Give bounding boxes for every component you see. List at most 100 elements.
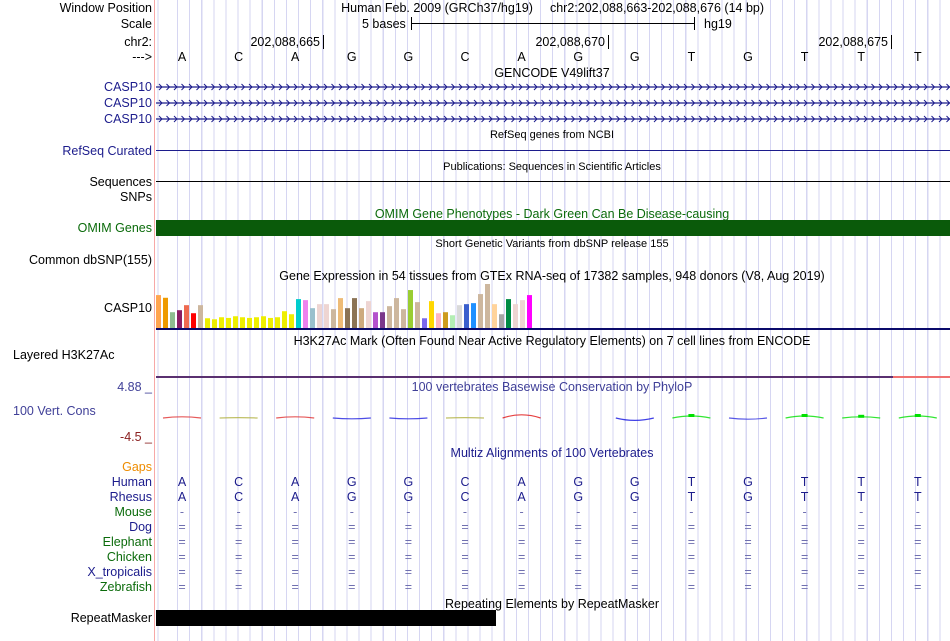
species-label-chicken[interactable]: Chicken [106, 550, 152, 564]
strand-arrow-icon [901, 115, 906, 123]
sequences-label[interactable]: Sequences [89, 175, 152, 189]
strand-arrow-icon [323, 99, 328, 107]
refseq-label[interactable]: RefSeq Curated [62, 144, 152, 158]
phylop-graph[interactable] [156, 400, 950, 435]
species-label-rhesus[interactable]: Rhesus [109, 490, 152, 504]
strand-arrow-icon [578, 99, 583, 107]
strand-arrow-icon [608, 99, 613, 107]
species-label-dog[interactable]: Dog [129, 520, 152, 534]
sequences-line[interactable] [156, 181, 950, 182]
strand-arrow-icon [466, 99, 471, 107]
omim-gene-bar[interactable] [156, 220, 950, 236]
strand-arrow-icon [241, 115, 246, 123]
strand-arrow-icon [871, 83, 876, 91]
repeatmasker-label[interactable]: RepeatMasker [70, 611, 152, 625]
strand-arrow-icon [511, 83, 516, 91]
species-label-zebrafish[interactable]: Zebrafish [99, 580, 152, 594]
strand-arrow-icon [218, 115, 223, 123]
repeat-element[interactable] [156, 610, 496, 626]
gene-label-casp10[interactable]: CASP10 [104, 80, 152, 94]
omim-label[interactable]: OMIM Genes [77, 221, 152, 235]
snps-label[interactable]: SNPs [120, 190, 152, 204]
strand-arrow-icon [361, 115, 366, 123]
strand-arrow-icon [773, 115, 778, 123]
base-T: T [687, 50, 696, 64]
phylop-label[interactable]: 100 Vert. Cons [13, 404, 96, 418]
strand-arrow-icon [923, 99, 928, 107]
strand-arrow-icon [533, 99, 538, 107]
strand-arrow-icon [766, 83, 771, 91]
strand-arrow-icon [496, 83, 501, 91]
alignment-base: G [346, 490, 357, 504]
gtex-label[interactable]: CASP10 [104, 301, 152, 315]
base-G: G [743, 50, 753, 64]
strand-arrow-icon [931, 99, 936, 107]
gtex-bar [429, 301, 434, 328]
alignment-base: = [914, 550, 922, 564]
gene-model-casp10[interactable] [156, 112, 950, 126]
strand-arrow-icon [346, 99, 351, 107]
species-label-human[interactable]: Human [111, 475, 152, 489]
strand-arrow-icon [788, 115, 793, 123]
strand-arrow-icon [248, 115, 253, 123]
alignment-base: C [460, 490, 470, 504]
strand-arrow-icon [698, 115, 703, 123]
species-label-elephant[interactable]: Elephant [102, 535, 152, 549]
gtex-bar [457, 305, 462, 328]
gtex-bar [303, 300, 308, 328]
dbsnp-label[interactable]: Common dbSNP(155) [29, 253, 152, 267]
strand-arrow-icon [548, 115, 553, 123]
base-A: A [517, 50, 526, 64]
gene-label-casp10[interactable]: CASP10 [104, 112, 152, 126]
strand-arrow-icon [256, 115, 261, 123]
strand-label: ---> [132, 50, 152, 64]
strand-arrow-icon [391, 83, 396, 91]
strand-arrow-icon [818, 115, 823, 123]
strand-arrow-icon [908, 83, 913, 91]
strand-arrow-icon [646, 83, 651, 91]
strand-arrow-icon [766, 115, 771, 123]
strand-arrow-icon [218, 99, 223, 107]
label-divider[interactable] [154, 0, 155, 641]
gene-label-casp10[interactable]: CASP10 [104, 96, 152, 110]
strand-arrow-icon [608, 115, 613, 123]
alignment-base: = [574, 580, 582, 594]
gtex-gene-line [156, 328, 950, 330]
alignment-base: A [177, 475, 187, 489]
strand-arrow-icon [773, 83, 778, 91]
strand-arrow-icon [781, 83, 786, 91]
position-text[interactable]: chr2:202,088,663-202,088,676 (14 bp) [549, 1, 765, 15]
species-label-x_tropicalis[interactable]: X_tropicalis [87, 565, 152, 579]
strand-arrow-icon [526, 115, 531, 123]
gtex-title: Gene Expression in 54 tissues from GTEx … [279, 269, 825, 283]
alignment-base: A [517, 490, 526, 504]
gtex-bar-chart[interactable] [156, 284, 556, 329]
strand-arrow-icon [233, 83, 238, 91]
species-label-mouse[interactable]: Mouse [114, 505, 152, 519]
gene-model-casp10[interactable] [156, 80, 950, 94]
strand-arrow-icon [541, 115, 546, 123]
strand-arrow-icon [638, 99, 643, 107]
strand-arrow-icon [841, 99, 846, 107]
alignment-base: G [403, 490, 414, 504]
strand-arrow-icon [668, 83, 673, 91]
base-grid [156, 0, 950, 641]
strand-arrow-icon [443, 115, 448, 123]
strand-arrow-icon [436, 83, 441, 91]
refseq-gene-line[interactable] [156, 150, 950, 151]
strand-arrow-icon [916, 83, 921, 91]
repeatmasker-title: Repeating Elements by RepeatMasker [444, 597, 660, 611]
strand-arrow-icon [458, 83, 463, 91]
gtex-bar [422, 318, 427, 328]
gtex-bar [338, 298, 343, 328]
alignment-base: A [291, 475, 300, 489]
h3k27ac-label[interactable]: Layered H3K27Ac [13, 348, 115, 362]
alignment-base: - [519, 505, 524, 519]
alignment-base: = [178, 520, 186, 534]
strand-arrow-icon [833, 83, 838, 91]
strand-arrow-icon [631, 99, 636, 107]
gtex-bar [268, 317, 273, 328]
gene-model-casp10[interactable] [156, 96, 950, 110]
strand-arrow-icon [233, 99, 238, 107]
base-G: G [346, 50, 357, 64]
